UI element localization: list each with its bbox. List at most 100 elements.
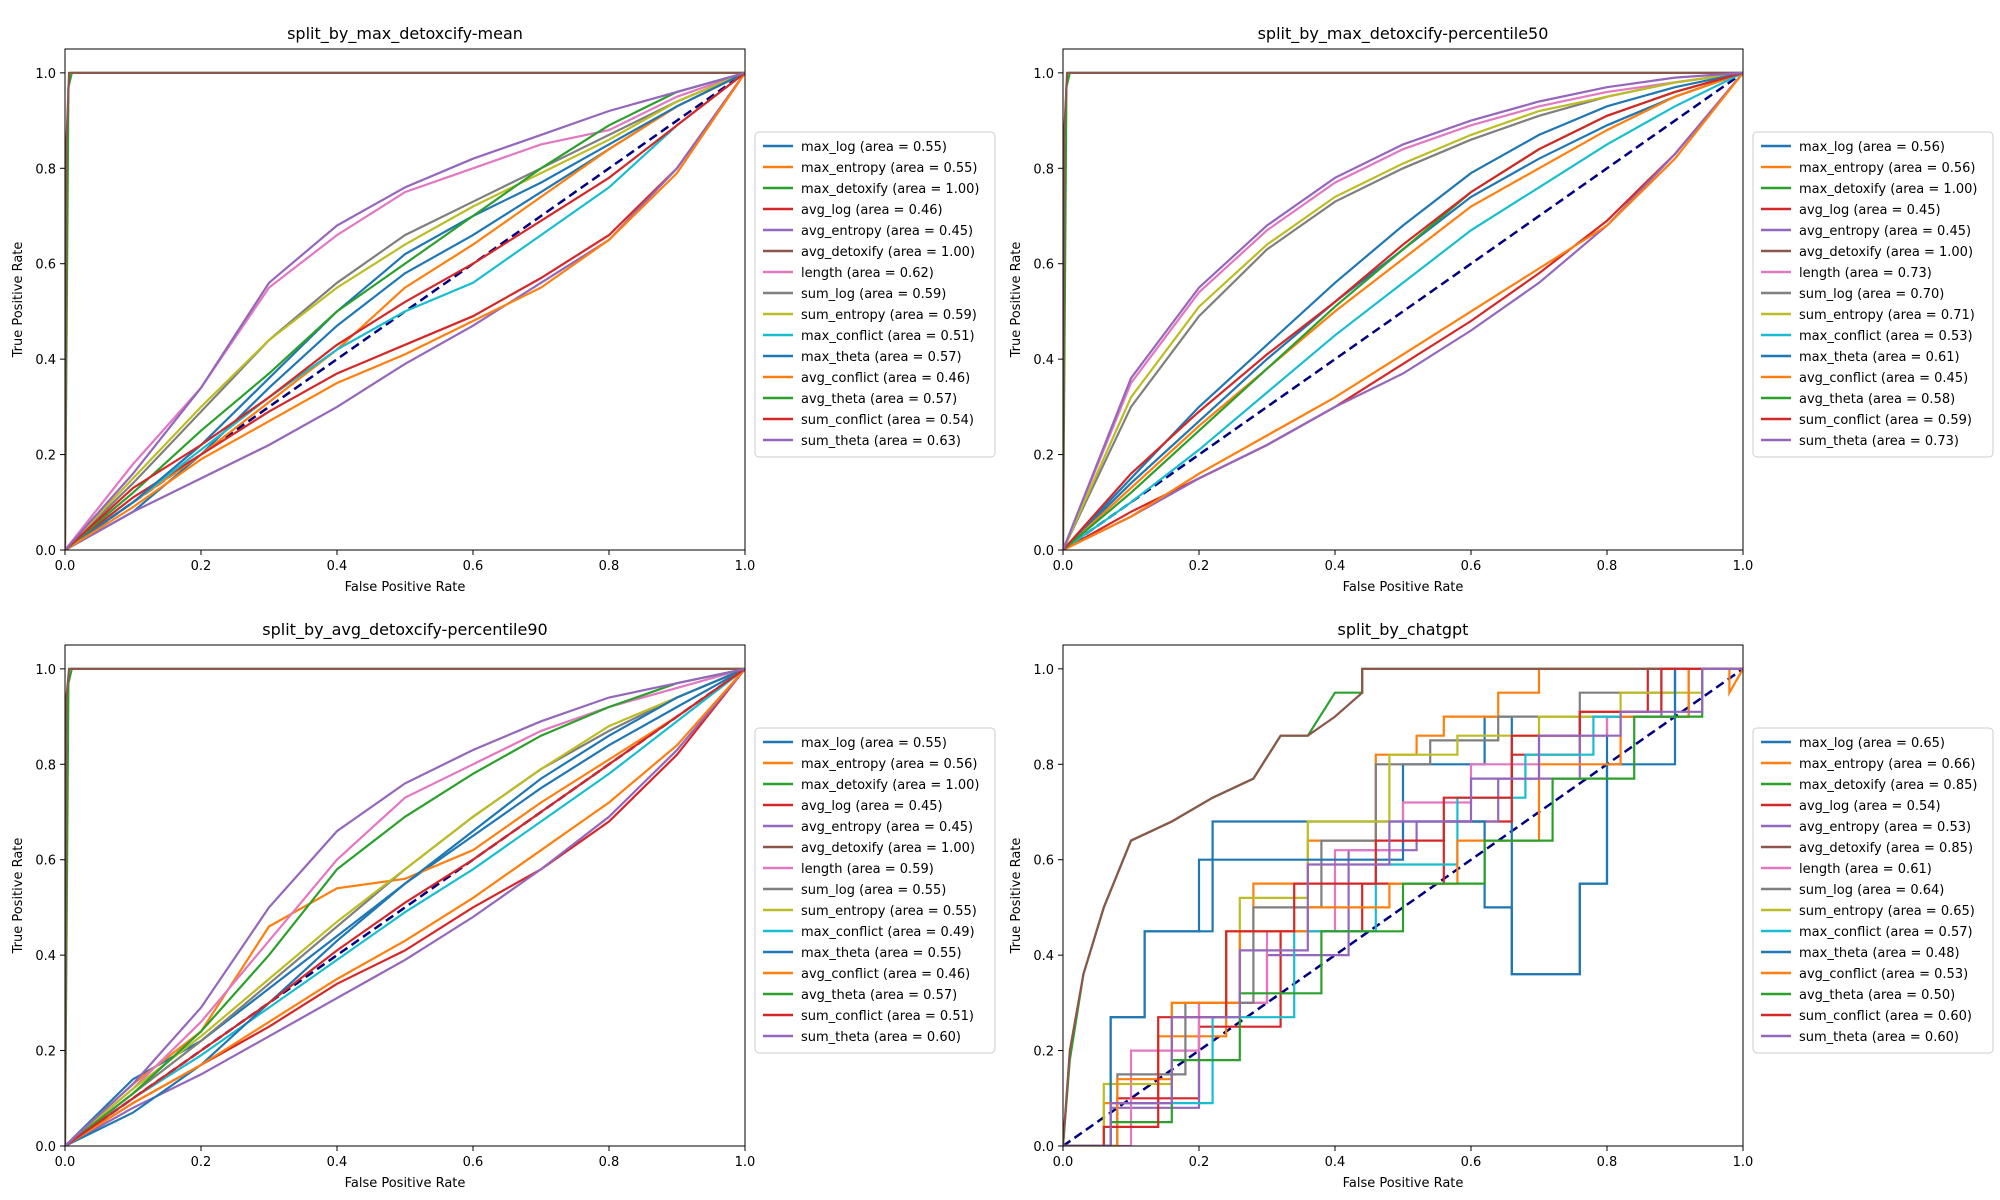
legend-label-sum_conflict: sum_conflict (area = 0.51)	[801, 1009, 974, 1024]
legend-label-sum_log: sum_log (area = 0.59)	[801, 287, 946, 302]
legend-box	[754, 727, 996, 1054]
y-tick-label: 0.0	[1033, 1140, 1054, 1155]
y-tick-label: 0.2	[35, 449, 56, 464]
y-tick-label: 0.8	[35, 162, 56, 177]
x-tick-label: 1.0	[1733, 559, 1754, 574]
series-line-sum_theta	[65, 71, 745, 550]
x-tick-label: 0.0	[1053, 559, 1074, 574]
legend-label-avg_entropy: avg_entropy (area = 0.45)	[1799, 224, 1971, 239]
legend-label-max_log: max_log (area = 0.55)	[801, 736, 947, 751]
legend-label-avg_theta: avg_theta (area = 0.57)	[801, 988, 957, 1003]
y-tick-label: 0.2	[1033, 449, 1054, 464]
legend-label-max_log: max_log (area = 0.55)	[801, 140, 947, 155]
legend-label-max_detoxify: max_detoxify (area = 0.85)	[1799, 778, 1977, 793]
series-line-avg_conflict	[65, 668, 745, 1146]
legend-box	[754, 131, 996, 458]
legend-label-sum_theta: sum_theta (area = 0.63)	[801, 434, 961, 449]
legend-label-avg_detoxify: avg_detoxify (area = 0.85)	[1799, 841, 1973, 856]
series-line-max_conflict	[65, 72, 745, 550]
roc-panel-4: split_by_chatgpt 0.0 0.2 0.4 0.6 0.8 1.0 0.0 0.2…	[1009, 620, 1994, 1191]
legend-label-max_theta: max_theta (area = 0.48)	[1799, 946, 1960, 961]
legend-label-max_conflict: max_conflict (area = 0.49)	[801, 925, 975, 940]
legend: max_log (area = 0.56) max_entropy (area =…	[1752, 131, 1994, 458]
x-tick-label: 0.6	[463, 1155, 484, 1170]
legend: max_log (area = 0.65) max_entropy (area =…	[1752, 727, 1994, 1054]
x-axis-label: False Positive Rate	[345, 580, 466, 595]
series-line-max_entropy	[1063, 71, 1743, 550]
series-line-max_conflict	[1063, 667, 1743, 1146]
series-line-avg_entropy	[65, 668, 745, 1146]
chart-title: split_by_avg_detoxcify-percentile90	[262, 620, 547, 640]
series-line-avg_log	[1063, 72, 1743, 550]
legend-label-max_entropy: max_entropy (area = 0.66)	[1799, 757, 1975, 772]
legend-label-avg_entropy: avg_entropy (area = 0.45)	[801, 820, 973, 835]
series-line-avg_detoxify	[65, 667, 745, 1146]
legend-label-avg_conflict: avg_conflict (area = 0.46)	[801, 371, 970, 386]
series-line-max_theta	[65, 667, 745, 1146]
y-tick-label: 0.2	[1033, 1045, 1054, 1060]
series-line-sum_theta	[1063, 667, 1743, 1146]
legend-label-avg_detoxify: avg_detoxify (area = 1.00)	[801, 841, 975, 856]
legend-label-sum_theta: sum_theta (area = 0.73)	[1799, 434, 1959, 449]
chance-line	[65, 71, 745, 550]
legend-label-avg_entropy: avg_entropy (area = 0.45)	[801, 224, 973, 239]
legend-label-avg_conflict: avg_conflict (area = 0.53)	[1799, 967, 1968, 982]
legend-label-sum_conflict: sum_conflict (area = 0.59)	[1799, 413, 1972, 428]
series-line-length	[65, 71, 745, 550]
y-axis-label: True Positive Rate	[11, 838, 26, 955]
x-tick-label: 0.2	[191, 559, 212, 574]
x-tick-label: 0.0	[55, 559, 76, 574]
y-tick-label: 1.0	[1033, 663, 1054, 678]
series-line-sum_conflict	[65, 72, 745, 550]
y-tick-label: 0.0	[1033, 544, 1054, 559]
legend-label-max_entropy: max_entropy (area = 0.56)	[1799, 161, 1975, 176]
y-axis-label: True Positive Rate	[11, 242, 26, 359]
roc-panel-1: split_by_max_detoxcify-mean 0.0 0.2 0.4 0.6 0…	[11, 24, 996, 595]
legend-label-max_log: max_log (area = 0.56)	[1799, 140, 1945, 155]
y-axis-label: True Positive Rate	[1009, 242, 1024, 359]
x-tick-label: 1.0	[735, 1155, 756, 1170]
y-tick-label: 0.8	[35, 758, 56, 773]
x-tick-label: 0.6	[463, 559, 484, 574]
legend-label-avg_entropy: avg_entropy (area = 0.53)	[1799, 820, 1971, 835]
legend-label-sum_log: sum_log (area = 0.64)	[1799, 883, 1944, 898]
legend-label-avg_theta: avg_theta (area = 0.57)	[801, 392, 957, 407]
y-tick-label: 0.8	[1033, 162, 1054, 177]
legend-label-max_conflict: max_conflict (area = 0.57)	[1799, 925, 1973, 940]
x-tick-label: 0.4	[327, 559, 348, 574]
series-line-sum_log	[1063, 667, 1743, 1146]
plot-frame	[64, 48, 746, 551]
y-tick-label: 0.4	[1033, 353, 1054, 368]
legend-label-avg_detoxify: avg_detoxify (area = 1.00)	[1799, 245, 1973, 260]
legend-label-sum_theta: sum_theta (area = 0.60)	[801, 1030, 961, 1045]
y-tick-label: 0.0	[35, 544, 56, 559]
y-tick-label: 0.6	[35, 854, 56, 869]
legend-label-avg_conflict: avg_conflict (area = 0.46)	[801, 967, 970, 982]
x-tick-label: 0.8	[1597, 559, 1618, 574]
legend-label-max_detoxify: max_detoxify (area = 1.00)	[1799, 182, 1977, 197]
legend: max_log (area = 0.55) max_entropy (area =…	[754, 727, 996, 1054]
legend-box	[1752, 727, 1994, 1054]
y-tick-label: 0.6	[35, 258, 56, 273]
legend-label-avg_theta: avg_theta (area = 0.58)	[1799, 392, 1955, 407]
legend-label-sum_entropy: sum_entropy (area = 0.59)	[801, 308, 977, 323]
series-line-length	[1063, 71, 1743, 550]
y-tick-label: 0.0	[35, 1140, 56, 1155]
x-axis-label: False Positive Rate	[1343, 1176, 1464, 1191]
series-line-sum_entropy	[65, 71, 745, 550]
legend-label-sum_theta: sum_theta (area = 0.60)	[1799, 1030, 1959, 1045]
x-tick-label: 0.0	[55, 1155, 76, 1170]
legend-box	[1752, 131, 1994, 458]
legend-label-avg_conflict: avg_conflict (area = 0.45)	[1799, 371, 1968, 386]
plot-frame	[1062, 48, 1744, 551]
series-line-avg_theta	[65, 667, 745, 1146]
x-tick-label: 0.4	[1325, 1155, 1346, 1170]
series-line-max_theta	[1063, 71, 1743, 550]
y-tick-label: 0.2	[35, 1045, 56, 1060]
legend-label-length: length (area = 0.73)	[1799, 266, 1932, 281]
x-tick-label: 1.0	[735, 559, 756, 574]
legend-label-max_conflict: max_conflict (area = 0.53)	[1799, 329, 1973, 344]
